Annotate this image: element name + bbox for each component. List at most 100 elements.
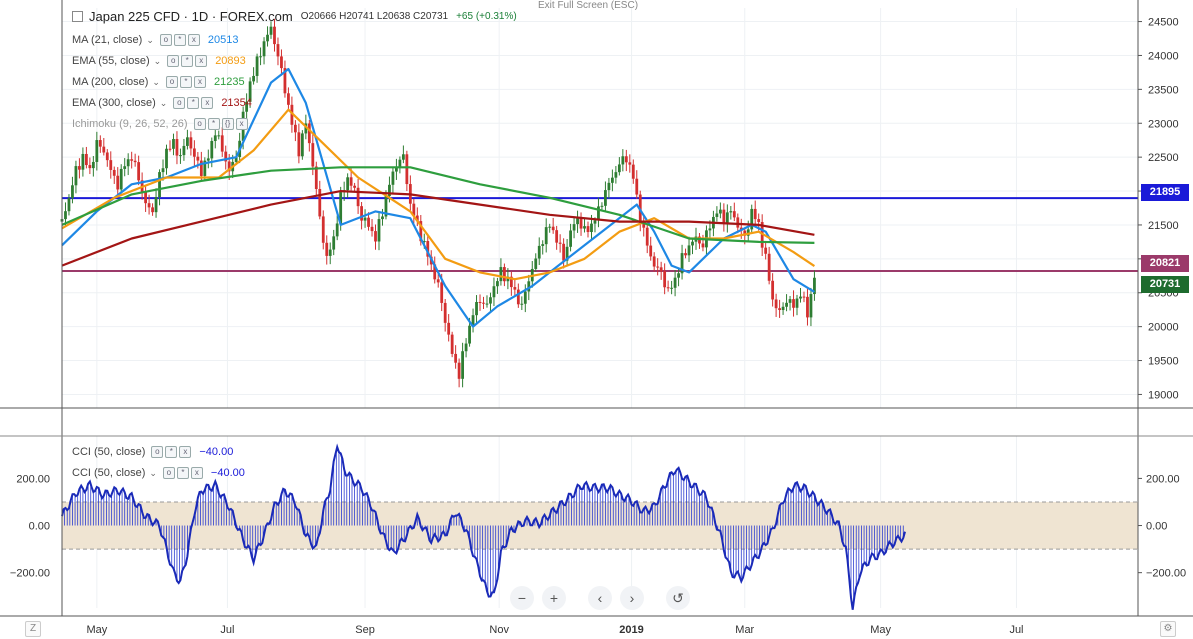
legend-cci-2[interactable]: CCI (50, close) ⌄ o * x −40.00 [72, 467, 245, 479]
price-tick-label: 19000 [1148, 389, 1179, 401]
chevron-down-icon[interactable]: ⌄ [152, 76, 160, 87]
eye-icon[interactable]: o [167, 55, 180, 67]
chevron-down-icon[interactable]: ⌄ [149, 467, 157, 478]
candle-body [346, 177, 350, 191]
series-line-ma-21-close- [61, 67, 815, 328]
legend-ema55[interactable]: EMA (55, close) ⌄ o * x 20893 [72, 55, 246, 67]
candle-body [785, 302, 788, 307]
exit-fullscreen-hint[interactable]: Exit Full Screen (ESC) [538, 0, 639, 11]
ohlc-values: O20666 H20741 L20638 C20731 [300, 11, 449, 22]
candle-body [478, 301, 482, 303]
candle-body [133, 160, 137, 163]
candle-body [513, 287, 517, 290]
candle-body [266, 34, 269, 42]
legend-label: MA (21, close) [72, 34, 143, 46]
symbol-icon[interactable] [72, 11, 83, 22]
chevron-down-icon[interactable]: ⌄ [159, 97, 168, 108]
candle-body [245, 101, 249, 112]
legend-ema300[interactable]: EMA (300, close) ⌄ o * x 21354 [72, 97, 252, 109]
time-axis-ticks: May Jul Sep Nov 2019 Mar May Jul [86, 624, 1023, 636]
gear-icon[interactable]: * [179, 76, 192, 88]
close-icon[interactable]: x [179, 446, 192, 458]
legend-ma21[interactable]: MA (21, close) ⌄ o * x 20513 [72, 34, 238, 46]
candle-body [360, 206, 363, 221]
eye-icon[interactable]: o [173, 97, 186, 109]
legend-controls[interactable]: o * x [173, 97, 215, 109]
candle-body [287, 93, 290, 105]
candle-body [377, 219, 381, 242]
candle-body [482, 302, 485, 304]
settings-gear-icon[interactable]: ⚙ [1160, 621, 1176, 637]
eye-icon[interactable]: o [151, 446, 164, 458]
candle-body [562, 243, 566, 261]
chevron-down-icon[interactable]: ⌄ [153, 55, 162, 66]
scroll-left-button[interactable]: ‹ [588, 586, 612, 610]
candle-body [227, 161, 231, 172]
chevron-down-icon[interactable]: ⌄ [146, 34, 154, 45]
legend-controls[interactable]: o * x [159, 34, 202, 46]
gear-icon[interactable]: * [187, 97, 200, 109]
candle-body [701, 243, 705, 248]
legend-controls[interactable]: o * x [162, 467, 205, 479]
reset-chart-button[interactable]: ↺ [666, 586, 690, 610]
axes [0, 0, 1193, 617]
gear-icon[interactable]: * [181, 55, 194, 67]
candle-body [691, 241, 694, 246]
close-icon[interactable]: x [190, 467, 203, 479]
candle-body [604, 190, 607, 206]
price-tag-20821: 20821 [1141, 255, 1189, 272]
candle-body [318, 189, 322, 217]
candle-body [635, 178, 639, 195]
price-change: +65 (+0.31%) [456, 11, 517, 22]
gear-icon[interactable]: * [173, 34, 186, 46]
legend-ma200[interactable]: MA (200, close) ⌄ o * x 21235 [72, 76, 245, 88]
legend-controls[interactable]: o *{} x [193, 118, 250, 130]
close-icon[interactable]: x [187, 34, 200, 46]
price-tag-21895: 21895 [1141, 184, 1189, 201]
candle-body [475, 301, 478, 316]
symbol-title[interactable]: Japan 225 CFD · 1D · FOREX.com [89, 9, 293, 24]
eye-icon[interactable]: o [165, 76, 178, 88]
legend-label: CCI (50, close) [72, 446, 146, 458]
close-icon[interactable]: x [201, 97, 214, 109]
candle-body [551, 226, 555, 231]
candle-body [116, 175, 120, 190]
gear-icon[interactable]: * [207, 118, 220, 130]
candle-body [736, 217, 740, 228]
eye-icon[interactable]: o [162, 467, 175, 479]
zoom-in-button[interactable]: + [542, 586, 566, 610]
candle-body [649, 245, 653, 257]
legend-controls[interactable]: o * x [165, 76, 208, 88]
eye-icon[interactable]: o [159, 34, 172, 46]
candle-body [126, 159, 130, 167]
close-icon[interactable]: x [193, 76, 206, 88]
timezone-button[interactable]: Z [25, 621, 41, 637]
candle-body [192, 148, 196, 157]
candle-body [74, 166, 78, 186]
candle-body [666, 287, 670, 289]
legend-ichimoku[interactable]: Ichimoku (9, 26, 52, 26) o *{} x [72, 118, 250, 130]
candle-body [652, 256, 656, 267]
gear-icon[interactable]: * [176, 467, 189, 479]
candle-body [642, 223, 646, 228]
close-icon[interactable]: x [235, 118, 248, 130]
candle-body [722, 209, 726, 224]
legend-value: 21235 [213, 76, 245, 88]
candle-body [771, 280, 775, 300]
legend-cci-1[interactable]: CCI (50, close) o * x −40.00 [72, 446, 233, 458]
cci-axis-ticks: 200.00 200.00 0.00 0.00 −200.00 −200.00 [10, 473, 1186, 579]
scroll-right-button[interactable]: › [620, 586, 644, 610]
gear-icon[interactable]: * [165, 446, 178, 458]
code-icon[interactable]: {} [221, 118, 234, 130]
candle-body [471, 315, 475, 326]
zoom-out-button[interactable]: − [510, 586, 534, 610]
candle-body [151, 207, 154, 213]
close-icon[interactable]: x [195, 55, 208, 67]
legend-label: MA (200, close) [72, 76, 149, 88]
legend-controls[interactable]: o * x [167, 55, 209, 67]
legend-controls[interactable]: o * x [151, 446, 193, 458]
candle-body [670, 287, 674, 289]
eye-off-icon[interactable]: o [193, 118, 206, 130]
candle-body [757, 219, 761, 223]
